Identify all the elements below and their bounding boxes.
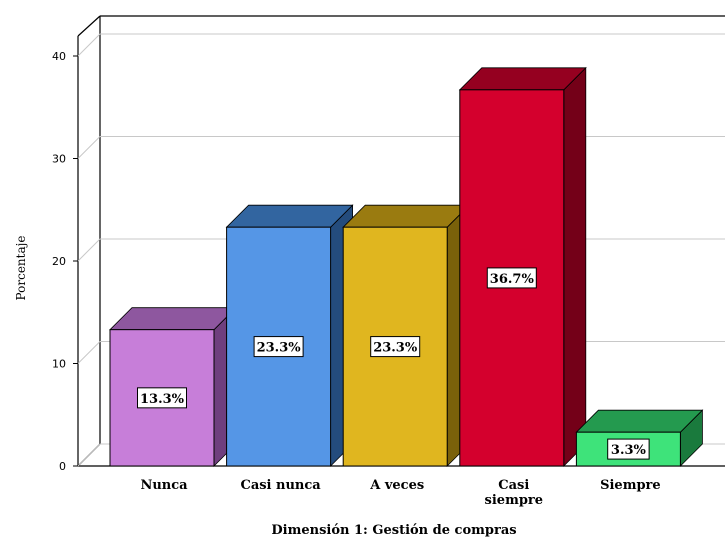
x-tick-label: siempre <box>485 493 544 508</box>
bar-side-face <box>563 66 587 467</box>
x-axis-title: Dimensión 1: Gestión de compras <box>271 523 516 538</box>
bar-top-face <box>458 67 587 91</box>
bar-3: 23.3% <box>342 204 471 467</box>
data-label-box <box>370 336 421 358</box>
bars: 13.3% 23.3% 23.3% 36.7% 3.3% <box>109 66 704 467</box>
data-label: 3.3% <box>611 443 647 458</box>
bar-top-face <box>342 204 471 228</box>
gridline-depth <box>77 33 101 57</box>
gridline-depth <box>77 443 101 467</box>
y-tick-label: 0 <box>59 460 66 473</box>
x-tick-label: A veces <box>369 478 424 493</box>
bar-1: 13.3% <box>109 306 237 467</box>
x-tick-label: Siempre <box>600 478 661 493</box>
axis-depth-edge <box>77 15 101 37</box>
y-tick-label: 40 <box>52 50 66 63</box>
bar-2: 23.3% <box>225 204 354 467</box>
bar-top-face <box>575 409 704 433</box>
bar-5: 3.3% <box>575 409 704 467</box>
bar-4: 36.7% <box>458 66 587 467</box>
data-label: 23.3% <box>373 341 418 356</box>
data-label: 36.7% <box>490 272 535 287</box>
bar-top-face <box>225 204 354 228</box>
data-label-box <box>253 336 304 358</box>
data-label-box <box>607 438 650 460</box>
y-tick-label: 30 <box>52 153 66 166</box>
y-tick-label: 10 <box>52 358 66 371</box>
x-tick-label: Casi <box>498 478 529 493</box>
y-axis-title: Porcentaje <box>14 236 28 301</box>
gridline-depth <box>77 238 101 262</box>
y-axis-ticks: 0 10 20 30 40 <box>52 50 78 473</box>
bar-top-face <box>109 307 237 331</box>
data-label: 13.3% <box>140 392 185 407</box>
gridline-depth <box>77 136 101 159</box>
x-tick-label: Casi nunca <box>240 478 321 493</box>
data-label-box <box>137 387 187 409</box>
gridline-depth <box>77 341 101 364</box>
y-tick-label: 20 <box>52 255 66 268</box>
x-tick-label: Nunca <box>140 478 188 493</box>
data-label: 23.3% <box>257 341 302 356</box>
data-label-box <box>486 267 537 289</box>
